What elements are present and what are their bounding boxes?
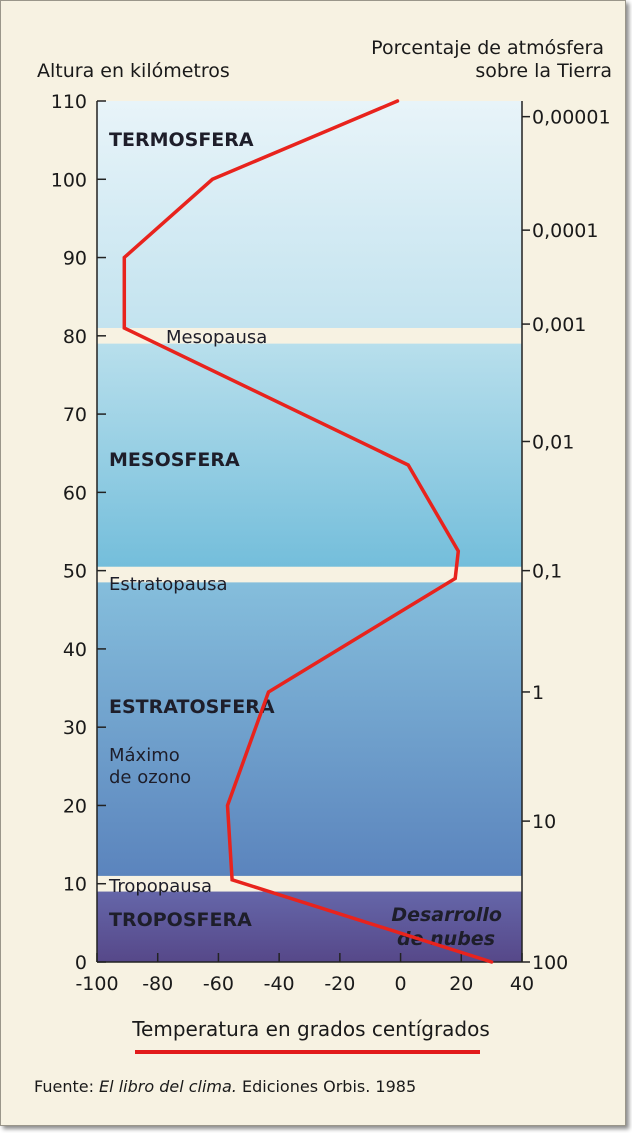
- x-axis-title-underline: [135, 1050, 480, 1054]
- ozone-note-line1: Máximo: [109, 745, 180, 766]
- y-tick-label: 30: [63, 717, 87, 739]
- boundary-label-tropopausa: Tropopausa: [108, 876, 212, 897]
- source-publisher: Ediciones Orbis. 1985: [236, 1077, 417, 1096]
- x-axis-title: Temperatura en grados centígrados: [132, 1017, 490, 1041]
- y-tick-label: 40: [63, 639, 87, 661]
- y2-tick-label: 0,001: [532, 314, 586, 336]
- y-tick-label: 90: [63, 248, 87, 270]
- layer-bands: [97, 101, 522, 962]
- axes: [96, 101, 523, 963]
- layer-label-termosfera: TERMOSFERA: [109, 129, 254, 151]
- x-tick-label: 20: [449, 973, 473, 995]
- y2-tick-label: 10: [532, 811, 556, 833]
- y-tick-label: 70: [63, 404, 87, 426]
- x-tick-label: -80: [142, 973, 173, 995]
- source-book-title: El libro del clima.: [99, 1077, 237, 1096]
- source-prefix: Fuente:: [34, 1077, 100, 1096]
- x-tick-label: -100: [75, 973, 118, 995]
- x-tick-label: -40: [264, 973, 295, 995]
- y-tick-label: 20: [63, 795, 87, 817]
- y2-tick-label: 1: [532, 682, 544, 704]
- x-tick-label: -60: [203, 973, 234, 995]
- boundary-label-mesopausa: Mesopausa: [166, 327, 267, 348]
- ozone-note-line2: de ozono: [109, 767, 191, 788]
- x-tick-label: 0: [395, 973, 407, 995]
- x-tick-label: 40: [510, 973, 534, 995]
- y2-ticks: 0,00001 0,0001 0,001 0,01 0,1 1 10 100: [522, 107, 611, 974]
- boundary-label-estratopausa: Estratopausa: [109, 574, 228, 595]
- y2-axis-title-line1: Porcentaje de atmósfera: [371, 37, 604, 59]
- y2-tick-label: 0,01: [532, 431, 574, 453]
- y-ticks: 0 10 20 30 40 50 60 70 80 90 100 110: [51, 91, 106, 974]
- y2-tick-label: 0,1: [532, 561, 562, 583]
- layer-label-estratosfera: ESTRATOSFERA: [109, 696, 275, 718]
- y-tick-label: 110: [51, 91, 87, 113]
- y2-tick-label: 100: [532, 952, 568, 974]
- cloud-note-line2: de nubes: [397, 928, 495, 950]
- y2-tick-label: 0,00001: [532, 107, 611, 129]
- y-tick-label: 80: [63, 326, 87, 348]
- y-tick-label: 0: [75, 952, 87, 974]
- y2-axis-title-line2: sobre la Tierra: [475, 60, 612, 82]
- x-ticks: -100 -80 -60 -40 -20 0 20 40: [75, 953, 534, 995]
- y-tick-label: 100: [51, 169, 87, 191]
- series-line-temperature: [122, 99, 494, 964]
- layer-label-troposfera: TROPOSFERA: [109, 909, 252, 931]
- source-note: Fuente: El libro del clima. Ediciones Or…: [34, 1077, 416, 1096]
- y-tick-label: 10: [63, 874, 87, 896]
- layer-label-mesosfera: MESOSFERA: [109, 449, 240, 471]
- y-axis-title: Altura en kilómetros: [37, 60, 230, 82]
- x-tick-label: -20: [324, 973, 355, 995]
- cloud-note-line1: Desarrollo: [391, 904, 502, 926]
- y2-tick-label: 0,0001: [532, 220, 598, 242]
- layer-band-mesosfera: [97, 343, 522, 567]
- y-tick-label: 60: [63, 482, 87, 504]
- layer-band-estratosfera: [97, 582, 522, 876]
- y-tick-label: 50: [63, 561, 87, 583]
